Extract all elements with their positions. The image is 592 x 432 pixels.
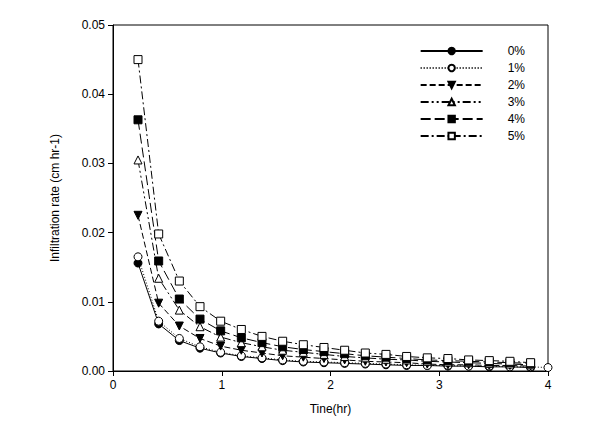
svg-text:0.05: 0.05 — [82, 18, 106, 32]
svg-text:4%: 4% — [508, 112, 526, 126]
svg-text:1%: 1% — [508, 61, 526, 75]
svg-text:3%: 3% — [508, 95, 526, 109]
svg-text:0.04: 0.04 — [82, 87, 106, 101]
svg-text:0%: 0% — [508, 44, 526, 58]
svg-text:0.02: 0.02 — [82, 226, 106, 240]
svg-text:1: 1 — [218, 378, 225, 392]
svg-text:0.01: 0.01 — [82, 295, 106, 309]
svg-text:Infiltration rate (cm hr-1): Infiltration rate (cm hr-1) — [48, 134, 62, 262]
svg-text:0.00: 0.00 — [82, 364, 106, 378]
svg-text:2%: 2% — [508, 78, 526, 92]
svg-text:0.03: 0.03 — [82, 156, 106, 170]
svg-text:4: 4 — [545, 378, 552, 392]
svg-text:3: 3 — [436, 378, 443, 392]
svg-text:2: 2 — [327, 378, 334, 392]
svg-text:0: 0 — [110, 378, 117, 392]
svg-text:Tine(hr): Tine(hr) — [310, 402, 352, 416]
svg-text:5%: 5% — [508, 129, 526, 143]
